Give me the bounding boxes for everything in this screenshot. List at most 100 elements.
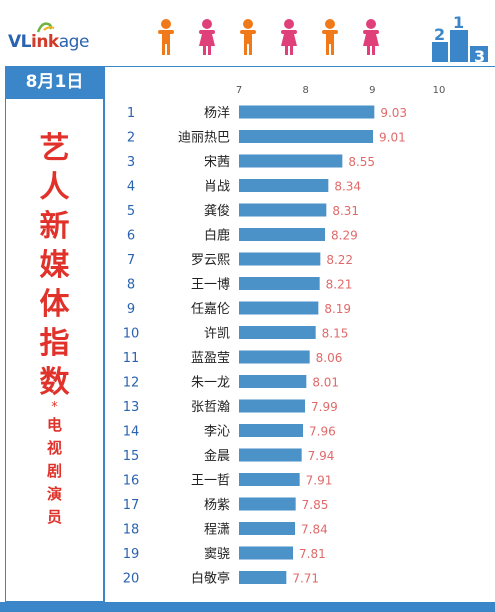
value-label: 7.71 xyxy=(292,572,319,586)
rank-label: 15 xyxy=(123,449,140,464)
value-label: 8.31 xyxy=(332,204,359,218)
x-tick-label: 7 xyxy=(236,85,242,96)
rank-label: 4 xyxy=(127,180,135,195)
title-panel: 艺 人 新 媒 体 指 数 * 电 视 剧 演 员 xyxy=(5,98,104,602)
value-label: 7.94 xyxy=(308,449,335,463)
value-label: 8.55 xyxy=(348,155,375,169)
bar xyxy=(239,105,375,119)
subtitle-char: 视 xyxy=(46,439,62,457)
rank-label: 20 xyxy=(123,572,140,587)
rank-label: 10 xyxy=(123,327,140,342)
title-char: 艺 xyxy=(39,131,70,166)
rank-label: 7 xyxy=(127,253,135,268)
category-label: 龚俊 xyxy=(204,204,230,219)
category-label: 白鹿 xyxy=(204,228,230,244)
rank-label: 13 xyxy=(123,400,140,415)
title-char: 人 xyxy=(39,170,70,205)
category-label: 程潇 xyxy=(204,523,230,538)
rank-label: 16 xyxy=(123,474,140,489)
category-label: 白敬亭 xyxy=(191,571,230,587)
category-label: 肖战 xyxy=(204,180,230,195)
value-label: 9.01 xyxy=(379,131,406,145)
date-label: 8月1日 xyxy=(5,66,104,98)
title-vertical: 艺 人 新 媒 体 指 数 * 电 视 剧 演 员 xyxy=(6,129,103,529)
bar xyxy=(239,522,295,535)
subtitle-char: 电 xyxy=(46,416,62,434)
bar xyxy=(239,424,303,437)
bar xyxy=(239,375,307,388)
title-char: 指 xyxy=(39,326,70,361)
rank-label: 6 xyxy=(127,229,135,244)
category-label: 许凯 xyxy=(204,327,230,342)
value-label: 7.85 xyxy=(302,498,329,512)
bar xyxy=(239,326,316,339)
rank-label: 11 xyxy=(123,351,140,366)
rank-label: 2 xyxy=(127,131,135,146)
rank-label: 3 xyxy=(127,155,135,170)
x-tick-label: 10 xyxy=(433,85,446,96)
bar xyxy=(239,473,300,486)
subtitle-char: 演 xyxy=(46,485,62,503)
rank-label: 17 xyxy=(123,498,140,513)
value-label: 7.81 xyxy=(299,547,326,561)
bar xyxy=(239,252,321,266)
title-star: * xyxy=(51,400,58,415)
svg-text:2: 2 xyxy=(434,25,445,44)
person-male-icon xyxy=(158,19,174,55)
value-label: 7.91 xyxy=(306,474,333,488)
value-label: 7.96 xyxy=(309,425,336,439)
category-label: 朱一龙 xyxy=(191,376,230,391)
subtitle-char: 剧 xyxy=(46,462,62,480)
rank-label: 8 xyxy=(127,278,135,293)
bar xyxy=(239,277,320,290)
bar xyxy=(239,571,287,584)
title-char: 体 xyxy=(39,287,70,322)
value-label: 8.22 xyxy=(326,253,353,267)
category-label: 蓝盈莹 xyxy=(191,351,230,366)
bar xyxy=(239,546,293,560)
logo-ink: ink xyxy=(31,32,59,52)
title-char: 数 xyxy=(39,365,70,400)
x-tick-label: 8 xyxy=(302,85,308,96)
value-label: 8.19 xyxy=(324,302,351,316)
title-char: 新 xyxy=(39,209,70,244)
bar xyxy=(239,448,302,462)
value-label: 7.84 xyxy=(301,523,328,537)
podium-icon: 2 1 3 xyxy=(432,13,488,64)
vlinkage-logo: VLinkage xyxy=(8,20,108,60)
value-label: 8.06 xyxy=(316,351,343,365)
logo-text: VLinkage xyxy=(8,32,89,52)
logo-swirl-icon xyxy=(36,22,55,33)
category-label: 王一博 xyxy=(191,278,230,293)
bottom-bar xyxy=(0,602,495,612)
rank-label: 19 xyxy=(123,547,140,562)
bar xyxy=(239,399,305,413)
rank-label: 5 xyxy=(127,204,135,219)
category-label: 王一哲 xyxy=(191,474,230,489)
svg-text:1: 1 xyxy=(453,13,464,32)
rank-label: 9 xyxy=(127,302,135,317)
logo-suffix: age xyxy=(58,32,90,52)
category-label: 杨紫 xyxy=(204,498,230,513)
bar xyxy=(239,179,329,192)
rank-label: 14 xyxy=(123,425,140,440)
value-label: 7.99 xyxy=(311,400,338,414)
svg-text:3: 3 xyxy=(474,47,485,64)
category-label: 窦骁 xyxy=(204,547,230,562)
person-male-icon xyxy=(322,19,338,55)
category-label: 杨洋 xyxy=(204,106,230,121)
person-female-icon xyxy=(199,19,215,55)
value-label: 8.15 xyxy=(322,327,349,341)
person-female-icon xyxy=(281,19,297,55)
value-label: 8.21 xyxy=(326,278,353,292)
rank-label: 18 xyxy=(123,523,140,538)
bar xyxy=(239,301,319,315)
logo-prefix: VL xyxy=(8,32,32,52)
rank-label: 1 xyxy=(127,106,135,121)
category-label: 张哲瀚 xyxy=(191,400,230,415)
value-label: 8.34 xyxy=(334,180,361,194)
category-label: 罗云熙 xyxy=(191,253,230,268)
value-label: 8.29 xyxy=(331,229,358,243)
header: VLinkage xyxy=(0,0,495,66)
